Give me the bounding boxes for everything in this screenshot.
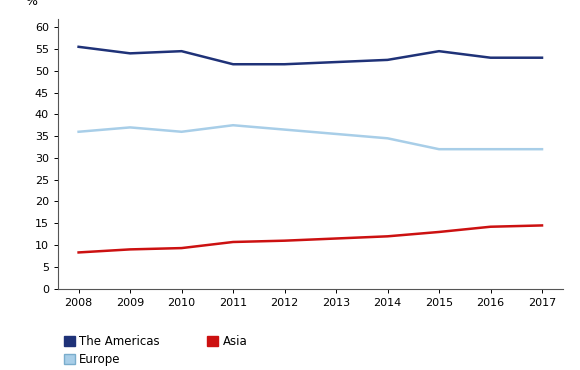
Text: %: % bbox=[25, 0, 37, 8]
Legend: The Americas, Europe, Asia: The Americas, Europe, Asia bbox=[64, 335, 247, 366]
